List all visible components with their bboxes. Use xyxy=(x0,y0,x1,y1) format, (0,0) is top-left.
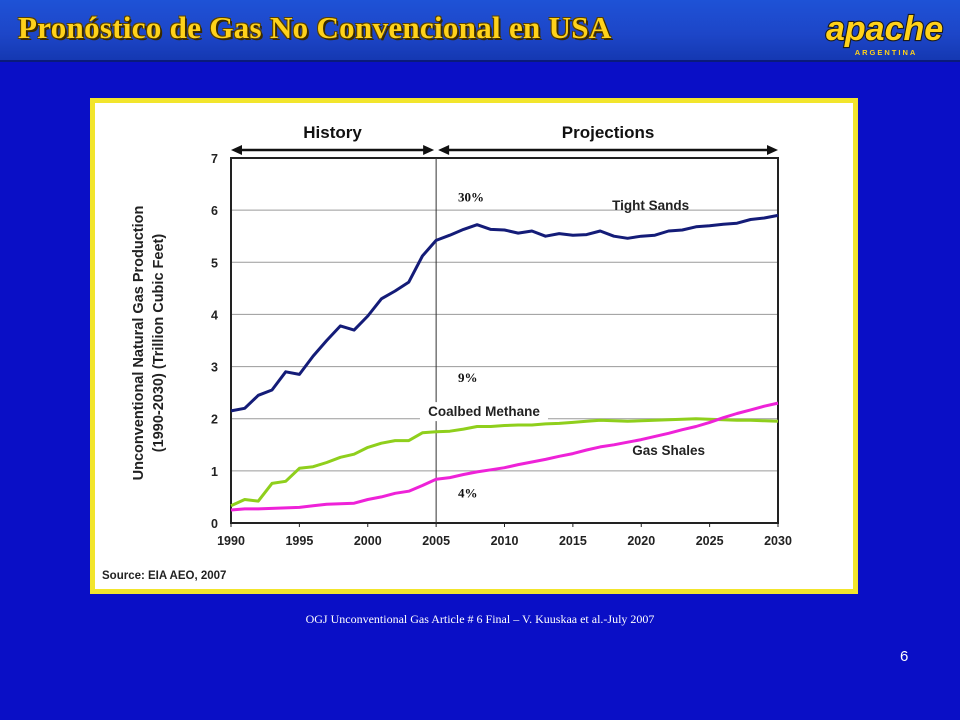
y-tick-label-5: 5 xyxy=(211,256,218,270)
series-line-gas-shales xyxy=(230,401,779,512)
x-tick-label-2020: 2020 xyxy=(627,534,655,548)
y-tick-label-0: 0 xyxy=(211,517,218,531)
series-line-coalbed-methane xyxy=(230,417,779,508)
y-tick-label-1: 1 xyxy=(211,465,218,479)
history-projection-arrows: History Projections xyxy=(231,123,778,155)
section-arrowhead-right-projections xyxy=(767,145,778,155)
source-note: Source: EIA AEO, 2007 xyxy=(102,570,226,582)
series-label-tight-sands: Tight Sands xyxy=(612,198,689,213)
series-label-coalbed-methane: Coalbed Methane xyxy=(428,404,540,419)
series-labels: Tight Sands Coalbed Methane Gas Shales 30% 9… xyxy=(419,189,705,500)
y-tick-label-4: 4 xyxy=(211,308,218,322)
x-tick-label-2000: 2000 xyxy=(354,534,382,548)
y-tick-label-7: 7 xyxy=(211,152,218,166)
logo-wordmark: apache xyxy=(826,10,943,48)
share-annotation-1: 30% xyxy=(458,189,484,204)
chart-axes: 0 1 2 3 4 5 6 7 1990 1995 2000 2005 2010 2015 2020 2025… xyxy=(211,152,792,548)
section-label-projections: Projections xyxy=(562,123,655,142)
section-arrowhead-left-history xyxy=(231,145,242,155)
apache-logo: apache ARGENTINA xyxy=(825,9,944,57)
y-tick-label-6: 6 xyxy=(211,204,218,218)
y-axis-label-line-1: Unconventional Natural Gas Production xyxy=(131,206,147,481)
share-annotation-2: 9% xyxy=(458,370,478,385)
chart-frame: 0 1 2 3 4 5 6 7 1990 1995 2000 2005 2010 2015 2020 2025… xyxy=(90,98,858,594)
series-label-gas-shales: Gas Shales xyxy=(632,443,705,458)
citation: OGJ Unconventional Gas Article # 6 Final… xyxy=(305,612,655,626)
x-tick-label-1995: 1995 xyxy=(285,534,313,548)
x-tick-label-2015: 2015 xyxy=(559,534,587,548)
page-number: 6 xyxy=(900,648,909,665)
slide-title: Pronóstico de Gas No Convencional en USA xyxy=(18,10,612,45)
section-arrowhead-left-projections xyxy=(438,145,450,155)
y-axis-label-line-2: (1990-2030) (Trillion Cubic Feet) xyxy=(151,234,167,453)
logo-subtext: ARGENTINA xyxy=(855,48,918,57)
y-tick-label-3: 3 xyxy=(211,361,218,375)
share-annotation-3: 4% xyxy=(458,485,478,500)
series-line-tight-sands xyxy=(230,213,779,413)
section-label-history: History xyxy=(303,123,362,142)
grid-lines xyxy=(231,209,778,472)
production-chart: 0 1 2 3 4 5 6 7 1990 1995 2000 2005 2010 2015 2020 2025… xyxy=(102,123,792,582)
section-arrowhead-right-history xyxy=(423,145,435,155)
title-bar-divider xyxy=(0,60,960,62)
x-tick-label-2030: 2030 xyxy=(764,534,792,548)
x-tick-label-2025: 2025 xyxy=(696,534,724,548)
plot-area-border xyxy=(230,157,779,524)
chart-series xyxy=(230,213,779,512)
x-tick-label-2010: 2010 xyxy=(491,534,519,548)
y-tick-label-2: 2 xyxy=(211,413,218,427)
series-label-bg-coalbed-methane xyxy=(419,402,548,422)
title-bar xyxy=(0,0,960,62)
x-tick-label-1990: 1990 xyxy=(217,534,245,548)
x-tick-label-2005: 2005 xyxy=(422,534,450,548)
